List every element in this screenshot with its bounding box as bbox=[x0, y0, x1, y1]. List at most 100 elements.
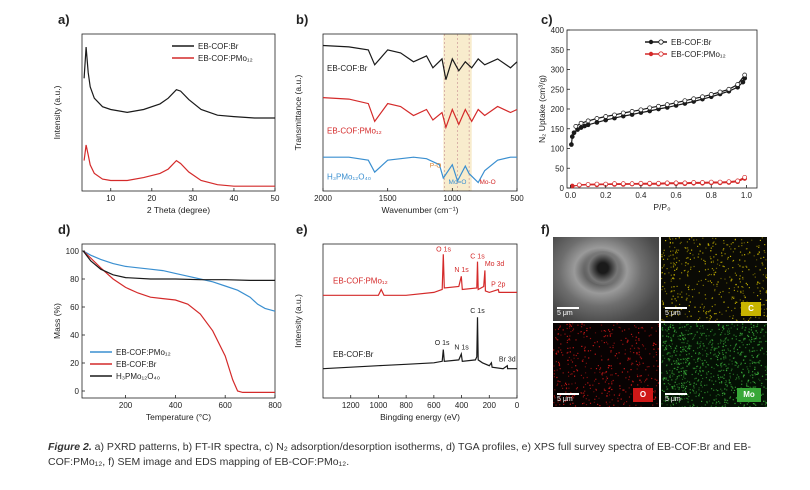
eds-speckle bbox=[621, 371, 623, 373]
eds-speckle bbox=[673, 360, 675, 362]
y-tick-label: 300 bbox=[551, 66, 565, 75]
peak-label: N 1s bbox=[454, 267, 469, 274]
eds-speckle bbox=[710, 358, 712, 360]
eds-speckle bbox=[686, 358, 688, 361]
eds-speckle bbox=[733, 289, 735, 291]
eds-speckle bbox=[670, 326, 672, 328]
eds-speckle bbox=[755, 362, 757, 364]
eds-speckle bbox=[725, 356, 727, 358]
eds-speckle bbox=[619, 388, 621, 390]
eds-speckle bbox=[739, 259, 741, 261]
eds-speckle bbox=[737, 286, 739, 288]
eds-speckle bbox=[710, 258, 712, 260]
eds-speckle bbox=[623, 403, 625, 405]
eds-speckle bbox=[671, 298, 673, 300]
eds-speckle bbox=[684, 269, 686, 271]
eds-speckle bbox=[691, 237, 693, 239]
eds-speckle bbox=[686, 354, 688, 356]
eds-speckle bbox=[572, 347, 574, 349]
eds-speckle bbox=[702, 237, 704, 239]
eds-speckle bbox=[679, 293, 681, 295]
eds-speckle bbox=[672, 388, 674, 390]
eds-speckle bbox=[593, 380, 596, 382]
data-point bbox=[585, 122, 591, 128]
eds-speckle bbox=[645, 379, 647, 381]
eds-speckle bbox=[742, 376, 745, 378]
eds-speckle bbox=[663, 254, 665, 257]
eds-speckle bbox=[656, 379, 658, 381]
eds-speckle bbox=[586, 327, 588, 330]
eds-speckle bbox=[671, 363, 673, 365]
eds-speckle bbox=[764, 400, 766, 402]
data-point bbox=[647, 105, 653, 111]
eds-speckle bbox=[669, 369, 671, 372]
eds-speckle bbox=[663, 400, 665, 402]
eds-speckle bbox=[662, 301, 664, 304]
eds-speckle bbox=[682, 362, 684, 364]
eds-speckle bbox=[606, 403, 608, 405]
eds-speckle bbox=[747, 241, 749, 243]
eds-speckle bbox=[713, 367, 715, 370]
eds-speckle bbox=[670, 338, 673, 340]
eds-speckle bbox=[749, 363, 751, 365]
eds-speckle bbox=[662, 355, 664, 357]
eds-speckle bbox=[720, 388, 722, 390]
eds-speckle bbox=[692, 367, 694, 369]
y-tick-label: 200 bbox=[551, 105, 565, 114]
eds-speckle bbox=[687, 275, 689, 277]
eds-speckle bbox=[688, 288, 690, 290]
eds-speckle bbox=[758, 251, 760, 253]
eds-speckle bbox=[757, 344, 759, 346]
eds-speckle bbox=[724, 355, 726, 357]
eds-speckle bbox=[559, 381, 561, 383]
eds-speckle bbox=[717, 376, 720, 379]
series-line bbox=[83, 144, 275, 187]
data-point bbox=[612, 112, 617, 118]
eds-speckle bbox=[718, 353, 721, 355]
eds-speckle bbox=[692, 389, 694, 391]
eds-speckle bbox=[563, 403, 565, 405]
eds-speckle bbox=[663, 264, 665, 266]
eds-speckle bbox=[752, 356, 754, 358]
eds-speckle bbox=[721, 313, 723, 315]
eds-speckle bbox=[612, 345, 614, 347]
eds-speckle bbox=[720, 277, 722, 280]
eds-speckle bbox=[762, 393, 764, 395]
eds-speckle bbox=[559, 326, 561, 328]
eds-speckle bbox=[687, 249, 689, 251]
eds-speckle bbox=[684, 247, 686, 249]
eds-speckle bbox=[755, 373, 757, 375]
scale-bar: 5 μm bbox=[665, 393, 687, 403]
eds-speckle bbox=[749, 359, 751, 361]
eds-speckle bbox=[665, 340, 667, 342]
eds-speckle bbox=[595, 395, 597, 397]
peak-label: Br 3d bbox=[499, 356, 516, 363]
y-axis-label: Intensity (a.u.) bbox=[295, 294, 303, 348]
eds-speckle bbox=[723, 392, 725, 394]
eds-speckle bbox=[678, 327, 680, 329]
eds-speckle bbox=[728, 330, 730, 332]
eds-speckle bbox=[687, 286, 689, 288]
eds-speckle bbox=[602, 372, 604, 374]
eds-speckle bbox=[657, 365, 659, 367]
eds-speckle bbox=[566, 335, 568, 337]
data-point bbox=[620, 181, 626, 187]
eds-speckle bbox=[765, 277, 767, 279]
eds-speckle bbox=[665, 378, 667, 380]
eds-speckle bbox=[750, 317, 752, 319]
eds-speckle bbox=[672, 262, 674, 264]
eds-speckle bbox=[739, 265, 741, 267]
eds-speckle bbox=[675, 354, 677, 356]
eds-speckle bbox=[608, 358, 610, 360]
eds-speckle bbox=[742, 323, 744, 325]
eds-speckle bbox=[725, 401, 727, 404]
eds-speckle bbox=[721, 382, 723, 384]
eds-speckle bbox=[702, 354, 704, 356]
eds-speckle bbox=[729, 276, 731, 278]
eds-speckle bbox=[724, 341, 726, 343]
eds-speckle bbox=[720, 333, 722, 336]
eds-speckle bbox=[707, 391, 709, 393]
eds-speckle bbox=[566, 323, 568, 326]
eds-speckle bbox=[723, 240, 725, 242]
eds-speckle bbox=[753, 361, 755, 363]
